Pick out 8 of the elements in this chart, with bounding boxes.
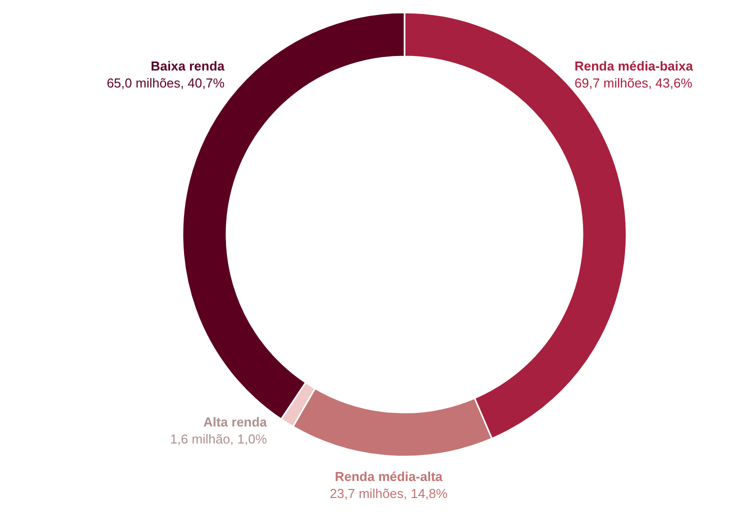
data-label: 1,6 milhão, 1,0% [170, 432, 268, 447]
data-label: 23,7 milhões, 14,8% [330, 486, 448, 502]
slice-label: Renda média-alta [334, 469, 444, 484]
slice-label: Renda média-baixa [574, 58, 694, 74]
slice-label: Baixa renda [150, 58, 226, 74]
slice-label: Alta renda [203, 414, 268, 430]
data-label: 69,7 milhões, 43,6% [574, 76, 693, 90]
data-label: 65,0 milhões, 40,7% [106, 76, 225, 90]
